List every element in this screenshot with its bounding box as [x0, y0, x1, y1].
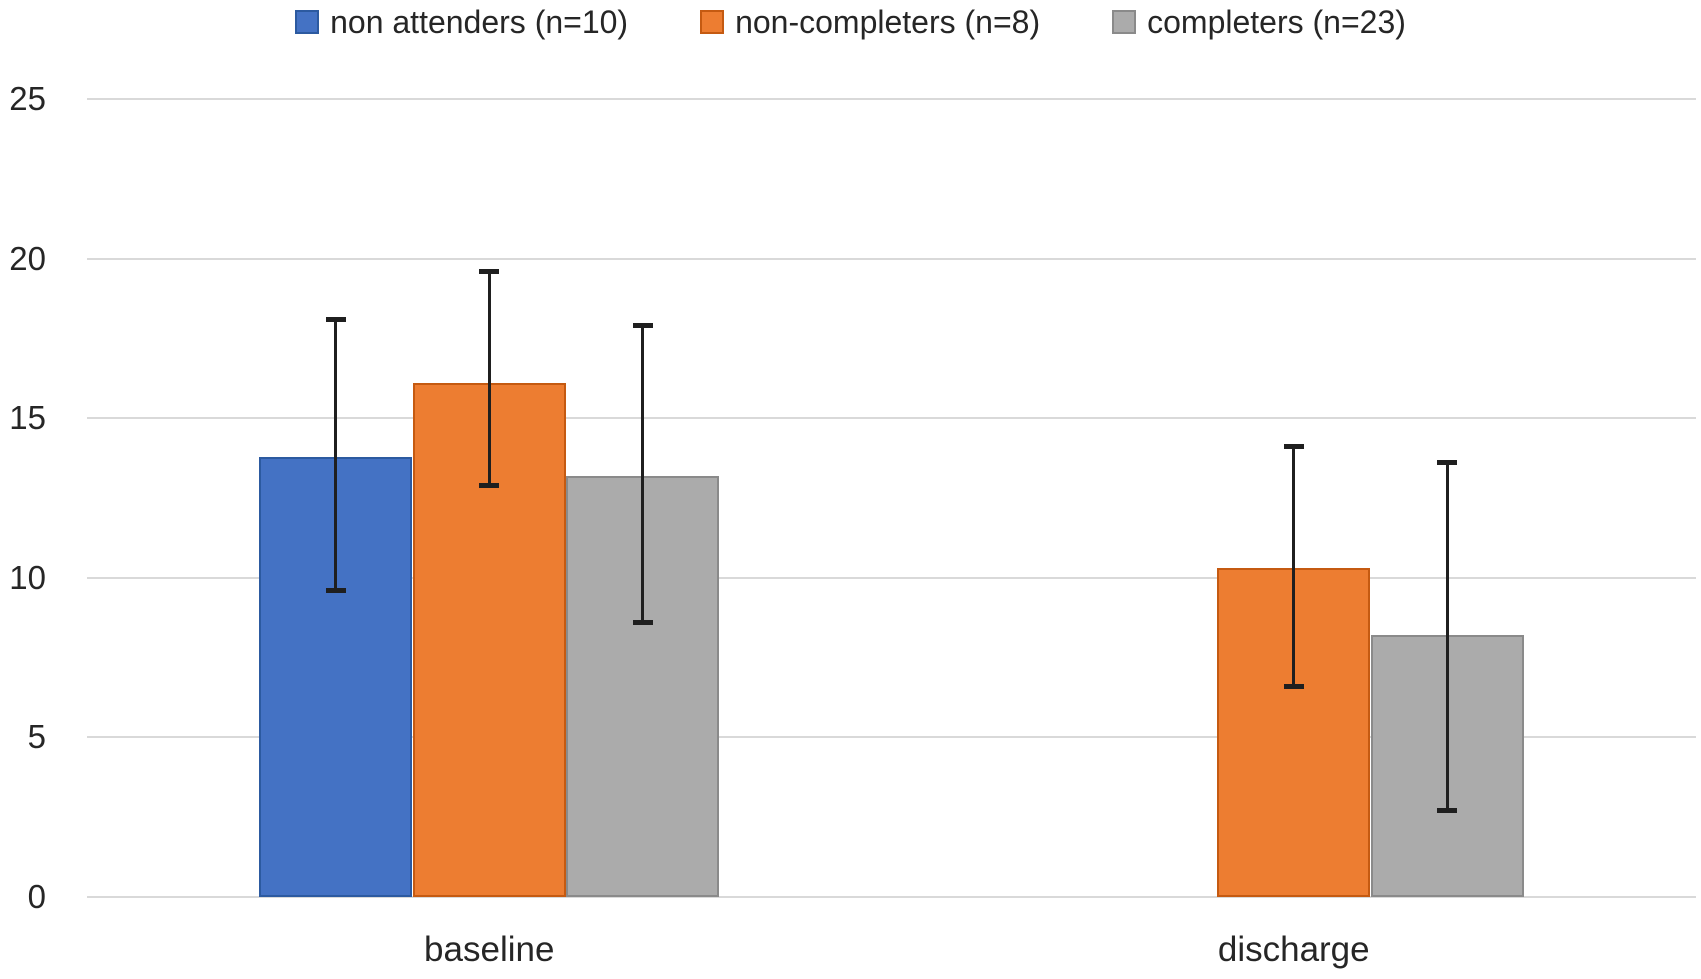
error-bar-non-completers-baseline-cap-top — [479, 268, 500, 274]
gridline-25 — [87, 98, 1696, 100]
y-tick-label-20: 20 — [9, 239, 46, 277]
gridline-10 — [87, 576, 1696, 579]
legend-key-icon — [295, 10, 320, 34]
error-bar-completers-baseline-line — [641, 325, 645, 623]
gridline-0 — [87, 896, 1696, 898]
gridline-5 — [87, 736, 1696, 739]
y-tick-label-10: 10 — [9, 558, 46, 596]
error-bar-non-attenders-baseline-line — [334, 319, 338, 591]
y-tick-label-5: 5 — [27, 718, 46, 756]
bar-non-completers-baseline — [412, 383, 566, 897]
error-bar-non-completers-discharge-cap-top — [1283, 444, 1304, 450]
y-tick-label-25: 25 — [9, 80, 46, 117]
legend-key-icon — [700, 10, 725, 34]
error-bar-non-completers-baseline-cap-bottom — [479, 482, 500, 488]
error-bar-non-completers-baseline-line — [487, 271, 491, 486]
error-bar-completers-discharge-cap-bottom — [1437, 808, 1458, 814]
error-bar-completers-discharge-cap-top — [1437, 460, 1458, 466]
legend-label: non-completers (n=8) — [735, 4, 1041, 40]
x-category-label-baseline: baseline — [424, 930, 555, 969]
y-tick-label-0: 0 — [27, 878, 46, 915]
legend-label: completers (n=23) — [1147, 4, 1406, 40]
chart-legend: non attenders (n=10) non-completers (n=8)… — [0, 4, 1701, 40]
legend-key-icon — [1112, 10, 1137, 34]
legend-label: non attenders (n=10) — [330, 4, 629, 40]
legend-item-non-attenders: non attenders (n=10) — [295, 4, 628, 40]
error-bar-non-attenders-baseline-cap-bottom — [325, 588, 346, 594]
gridline-15 — [87, 417, 1696, 420]
error-bar-non-completers-discharge-line — [1292, 446, 1296, 687]
error-bar-non-attenders-baseline-cap-top — [325, 316, 346, 322]
y-tick-label-15: 15 — [9, 399, 46, 437]
error-bar-completers-discharge-line — [1445, 462, 1449, 811]
error-bar-non-completers-discharge-cap-bottom — [1283, 683, 1304, 689]
legend-item-completers: completers (n=23) — [1112, 4, 1406, 40]
gridline-20 — [87, 257, 1696, 260]
legend-item-non-completers: non-completers (n=8) — [700, 4, 1040, 40]
error-bar-completers-baseline-cap-bottom — [632, 619, 653, 625]
x-category-label-discharge: discharge — [1217, 930, 1370, 969]
error-bar-completers-baseline-cap-top — [632, 323, 653, 329]
